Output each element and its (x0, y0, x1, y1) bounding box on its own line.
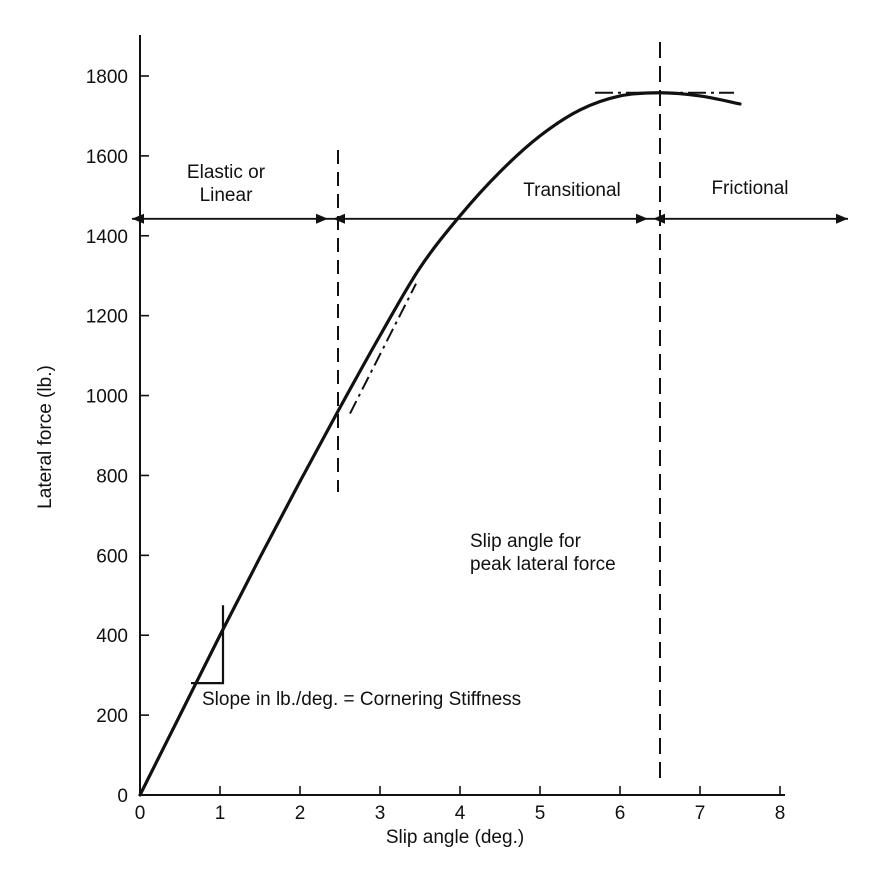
y-tick-label: 0 (117, 786, 128, 807)
peak-label-line1: Slip angle for (470, 531, 582, 552)
linear-tangent-line (349, 283, 417, 414)
peak-label-line2: peak lateral force (470, 554, 616, 575)
y-tick-label: 800 (96, 466, 128, 487)
x-tick-label: 2 (295, 803, 306, 824)
x-tick-label: 0 (135, 803, 146, 824)
x-tick-label: 5 (535, 803, 546, 824)
x-tick-label: 8 (775, 803, 786, 824)
regime-arrow-trans-left-head (333, 213, 345, 224)
x-tick-label: 6 (615, 803, 626, 824)
series-line-0 (138, 91, 742, 797)
x-tick-label: 4 (455, 803, 466, 824)
x-tick-label: 3 (375, 803, 386, 824)
y-tick-label: 1200 (86, 307, 128, 328)
y-tick-label: 600 (96, 546, 128, 567)
x-tick-label: 1 (215, 803, 226, 824)
x-axis-title: Slip angle (deg.) (386, 827, 524, 848)
slope-label: Slope in lb./deg. = Cornering Stiffness (202, 689, 521, 710)
region-label-transitional: Transitional (523, 180, 621, 201)
axes (139, 35, 785, 796)
y-tick-label: 1400 (86, 227, 128, 248)
data-series (138, 91, 742, 797)
regime-arrow-left-head (132, 213, 144, 224)
regime-arrow-linear-right-head (316, 213, 328, 224)
y-tick-label: 200 (96, 706, 128, 727)
y-tick-label: 1800 (86, 67, 128, 88)
slope-triangle (191, 605, 225, 685)
ticks: 0 1 2 3 4 5 6 7 8 0 200 400 600 800 1000 1200 1400 1600 18… (86, 67, 786, 824)
y-tick-label: 400 (96, 626, 128, 647)
x-tick-label: 7 (695, 803, 706, 824)
regime-arrow-fric-left-head (653, 213, 665, 224)
regime-arrow-right-head (836, 213, 848, 224)
reference-lines (132, 42, 848, 785)
region-label-elastic-line2: Linear (200, 185, 253, 206)
y-axis-title: Lateral force (lb.) (35, 365, 56, 509)
regime-arrow-trans-right-head (636, 213, 648, 224)
y-tick-label: 1600 (86, 147, 128, 168)
region-label-elastic-line1: Elastic or (187, 162, 266, 183)
y-tick-label: 1000 (86, 387, 128, 408)
region-label-frictional: Frictional (711, 178, 788, 199)
